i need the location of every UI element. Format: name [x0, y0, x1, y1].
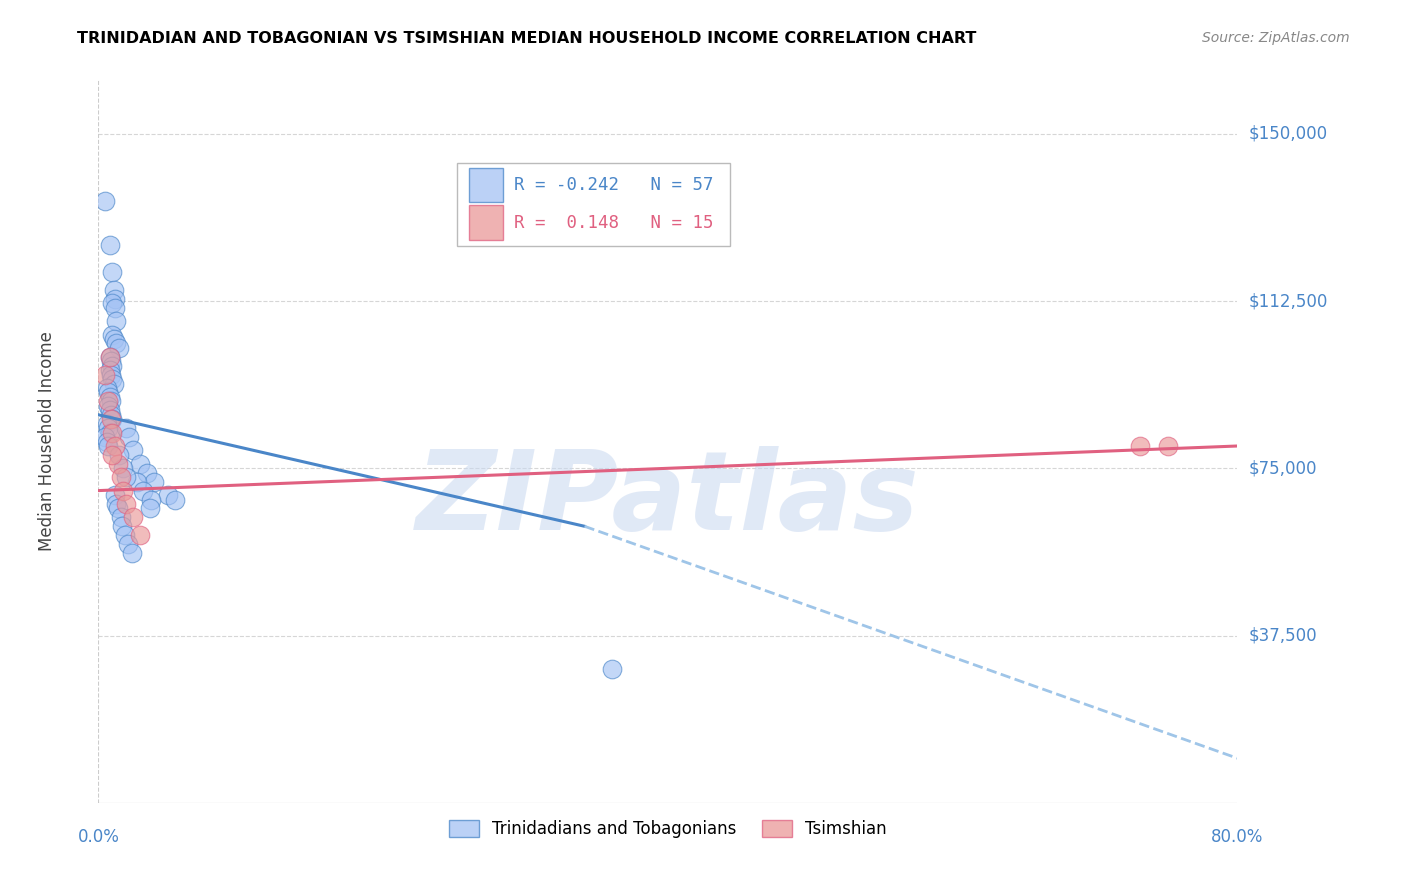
Point: [107, 501, 129, 516]
Point: [110, 470, 132, 484]
Text: R =  0.148   N = 15: R = 0.148 N = 15: [515, 213, 714, 232]
Point: [139, 501, 162, 516]
Point: [1157, 439, 1180, 453]
Point: [103, 376, 125, 391]
Point: [94, 194, 117, 208]
FancyBboxPatch shape: [468, 168, 503, 202]
Text: TRINIDADIAN AND TOBAGONIAN VS TSIMSHIAN MEDIAN HOUSEHOLD INCOME CORRELATION CHAR: TRINIDADIAN AND TOBAGONIAN VS TSIMSHIAN …: [77, 31, 977, 46]
Point: [94, 430, 117, 444]
Point: [98, 403, 121, 417]
Point: [101, 412, 124, 426]
Point: [101, 425, 124, 440]
Point: [110, 510, 132, 524]
Point: [107, 457, 129, 471]
Point: [127, 475, 149, 489]
Point: [143, 475, 166, 489]
Point: [112, 483, 135, 498]
Point: [121, 546, 143, 560]
Point: [105, 497, 128, 511]
Text: Source: ZipAtlas.com: Source: ZipAtlas.com: [1202, 31, 1350, 45]
Point: [1129, 439, 1152, 453]
Point: [600, 662, 623, 676]
Point: [98, 350, 121, 364]
Point: [108, 341, 131, 355]
Point: [101, 327, 124, 342]
Point: [101, 448, 124, 462]
Point: [96, 381, 118, 395]
Point: [94, 368, 117, 382]
Point: [96, 417, 118, 431]
Point: [103, 332, 125, 346]
Point: [100, 354, 122, 368]
Point: [98, 350, 121, 364]
Point: [104, 301, 127, 315]
Point: [101, 372, 124, 386]
Point: [115, 497, 138, 511]
Point: [98, 238, 121, 252]
Point: [117, 537, 139, 551]
Point: [108, 448, 131, 462]
Point: [96, 434, 118, 449]
Point: [112, 461, 135, 475]
Point: [104, 488, 127, 502]
Point: [122, 510, 145, 524]
Point: [156, 488, 179, 502]
Text: 80.0%: 80.0%: [1211, 828, 1264, 846]
Point: [101, 296, 124, 310]
Point: [163, 492, 186, 507]
Point: [105, 336, 128, 351]
Point: [132, 483, 155, 498]
Point: [100, 368, 122, 382]
Point: [136, 466, 159, 480]
Point: [104, 292, 127, 306]
Point: [101, 265, 124, 279]
Point: [100, 412, 122, 426]
Text: $150,000: $150,000: [1249, 125, 1327, 143]
Point: [111, 519, 134, 533]
Point: [100, 408, 122, 422]
FancyBboxPatch shape: [468, 205, 503, 240]
Point: [97, 394, 120, 409]
Point: [98, 425, 121, 440]
Point: [100, 394, 122, 409]
Legend: Trinidadians and Tobagonians, Tsimshian: Trinidadians and Tobagonians, Tsimshian: [443, 814, 893, 845]
Point: [97, 399, 120, 413]
Point: [118, 430, 141, 444]
Point: [115, 470, 138, 484]
Point: [141, 492, 163, 507]
Text: 0.0%: 0.0%: [77, 828, 120, 846]
Text: $75,000: $75,000: [1249, 459, 1317, 477]
Point: [98, 363, 121, 377]
Point: [103, 283, 125, 297]
Point: [129, 457, 152, 471]
Point: [97, 439, 120, 453]
Point: [129, 528, 152, 542]
Point: [122, 443, 145, 458]
Point: [104, 439, 127, 453]
Point: [97, 385, 120, 400]
Text: $112,500: $112,500: [1249, 292, 1327, 310]
Text: ZIPatlas: ZIPatlas: [416, 446, 920, 553]
Text: Median Household Income: Median Household Income: [38, 332, 56, 551]
Text: R = -0.242   N = 57: R = -0.242 N = 57: [515, 176, 714, 194]
Point: [101, 359, 124, 373]
Point: [115, 421, 138, 435]
Point: [105, 314, 128, 328]
FancyBboxPatch shape: [457, 163, 731, 246]
Point: [98, 390, 121, 404]
Point: [114, 528, 136, 542]
Text: $37,500: $37,500: [1249, 626, 1317, 645]
Point: [97, 421, 120, 435]
